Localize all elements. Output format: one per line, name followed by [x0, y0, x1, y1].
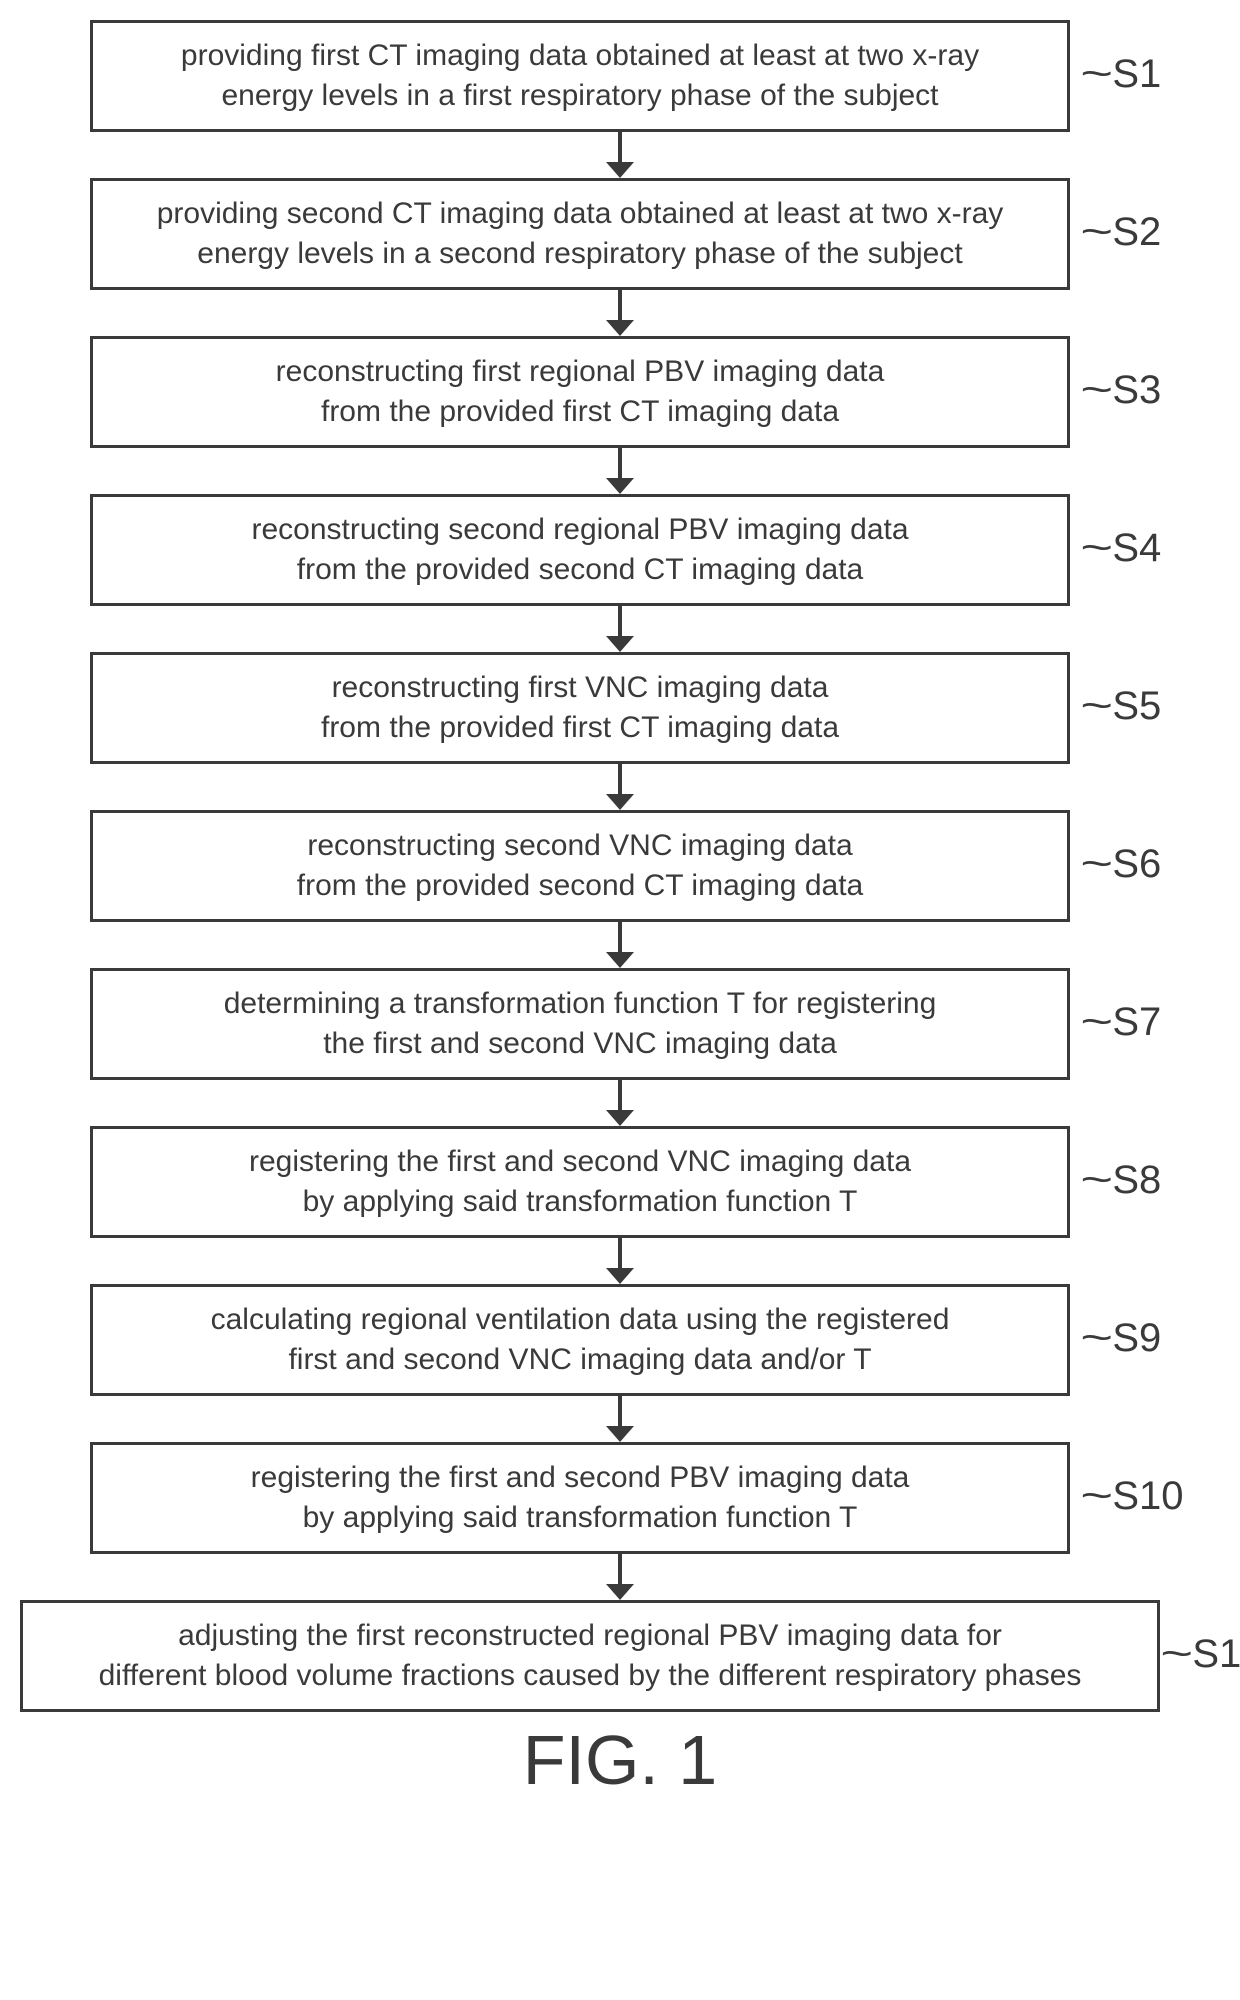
flow-step-id: S7 — [1112, 1000, 1161, 1045]
figure-caption: FIG. 1 — [0, 1720, 1240, 1800]
flow-step-line2: by applying said transformation function… — [303, 1182, 858, 1223]
flow-arrow — [0, 1238, 1240, 1284]
flow-step-box: calculating regional ventilation data us… — [90, 1284, 1070, 1396]
flow-step-line1: providing second CT imaging data obtaine… — [157, 194, 1004, 235]
flow-arrow — [0, 1080, 1240, 1126]
flow-step-label: ~S4 — [1085, 526, 1161, 571]
flow-arrow — [0, 764, 1240, 810]
flow-arrow — [0, 922, 1240, 968]
flow-step-line2: energy levels in a second respiratory ph… — [197, 234, 962, 275]
flow-step-line2: energy levels in a first respiratory pha… — [221, 76, 938, 117]
flow-step-id: S2 — [1112, 210, 1161, 255]
flow-step-id: S11 — [1192, 1632, 1240, 1677]
flow-step-line2: different blood volume fractions caused … — [99, 1656, 1082, 1697]
flow-step-line1: registering the first and second VNC ima… — [249, 1142, 911, 1183]
flow-step-line2: first and second VNC imaging data and/or… — [288, 1340, 871, 1381]
flow-step-label: ~S8 — [1085, 1158, 1161, 1203]
flow-step-line2: from the provided first CT imaging data — [321, 708, 839, 749]
flow-step-line2: from the provided first CT imaging data — [321, 392, 839, 433]
tilde-icon: ~ — [1080, 52, 1113, 97]
tilde-icon: ~ — [1080, 1158, 1113, 1203]
flow-step-box: adjusting the first reconstructed region… — [20, 1600, 1160, 1712]
tilde-icon: ~ — [1080, 210, 1113, 255]
flow-step-id: S3 — [1112, 368, 1161, 413]
flow-step-line2: from the provided second CT imaging data — [297, 866, 863, 907]
flow-step-label: ~S5 — [1085, 684, 1161, 729]
tilde-icon: ~ — [1080, 526, 1113, 571]
flow-step-line1: adjusting the first reconstructed region… — [178, 1616, 1002, 1657]
flow-step-box: determining a transformation function T … — [90, 968, 1070, 1080]
flow-arrow — [0, 290, 1240, 336]
flow-step-line2: by applying said transformation function… — [303, 1498, 858, 1539]
tilde-icon: ~ — [1080, 1000, 1113, 1045]
flow-step-id: S10 — [1112, 1474, 1183, 1519]
tilde-icon: ~ — [1080, 842, 1113, 887]
flow-step-box: reconstructing first regional PBV imagin… — [90, 336, 1070, 448]
flow-arrow — [0, 448, 1240, 494]
flow-step-label: ~S1 — [1085, 52, 1161, 97]
flow-step-box: registering the first and second PBV ima… — [90, 1442, 1070, 1554]
flow-step-label: ~S7 — [1085, 1000, 1161, 1045]
flow-step-id: S1 — [1112, 52, 1161, 97]
flow-step-line1: registering the first and second PBV ima… — [251, 1458, 910, 1499]
flow-step-box: registering the first and second VNC ima… — [90, 1126, 1070, 1238]
flow-step-line1: reconstructing first VNC imaging data — [332, 668, 829, 709]
tilde-icon: ~ — [1160, 1632, 1193, 1677]
flow-arrow — [0, 1554, 1240, 1600]
flow-step-box: providing first CT imaging data obtained… — [90, 20, 1070, 132]
flow-step-box: reconstructing first VNC imaging datafro… — [90, 652, 1070, 764]
flowchart-canvas: providing first CT imaging data obtained… — [0, 0, 1240, 1840]
tilde-icon: ~ — [1080, 684, 1113, 729]
tilde-icon: ~ — [1080, 368, 1113, 413]
flow-step-label: ~S2 — [1085, 210, 1161, 255]
flow-step-line1: determining a transformation function T … — [224, 984, 937, 1025]
tilde-icon: ~ — [1080, 1474, 1113, 1519]
flow-step-line2: from the provided second CT imaging data — [297, 550, 863, 591]
flow-step-box: reconstructing second regional PBV imagi… — [90, 494, 1070, 606]
flow-step-id: S6 — [1112, 842, 1161, 887]
flow-step-id: S5 — [1112, 684, 1161, 729]
flow-step-line1: reconstructing second regional PBV imagi… — [251, 510, 908, 551]
flow-step-label: ~S11 — [1165, 1632, 1240, 1677]
flow-step-label: ~S6 — [1085, 842, 1161, 887]
flow-step-line2: the first and second VNC imaging data — [323, 1024, 837, 1065]
flow-step-id: S9 — [1112, 1316, 1161, 1361]
tilde-icon: ~ — [1080, 1316, 1113, 1361]
flow-step-box: reconstructing second VNC imaging datafr… — [90, 810, 1070, 922]
flow-step-box: providing second CT imaging data obtaine… — [90, 178, 1070, 290]
flow-step-label: ~S10 — [1085, 1474, 1184, 1519]
flow-step-line1: providing first CT imaging data obtained… — [181, 36, 979, 77]
flow-step-id: S8 — [1112, 1158, 1161, 1203]
flow-arrow — [0, 1396, 1240, 1442]
flow-step-line1: calculating regional ventilation data us… — [211, 1300, 950, 1341]
flow-arrow — [0, 606, 1240, 652]
flow-step-line1: reconstructing first regional PBV imagin… — [276, 352, 885, 393]
flow-step-label: ~S9 — [1085, 1316, 1161, 1361]
flow-step-label: ~S3 — [1085, 368, 1161, 413]
flow-step-id: S4 — [1112, 526, 1161, 571]
flow-arrow — [0, 132, 1240, 178]
flow-step-line1: reconstructing second VNC imaging data — [307, 826, 852, 867]
